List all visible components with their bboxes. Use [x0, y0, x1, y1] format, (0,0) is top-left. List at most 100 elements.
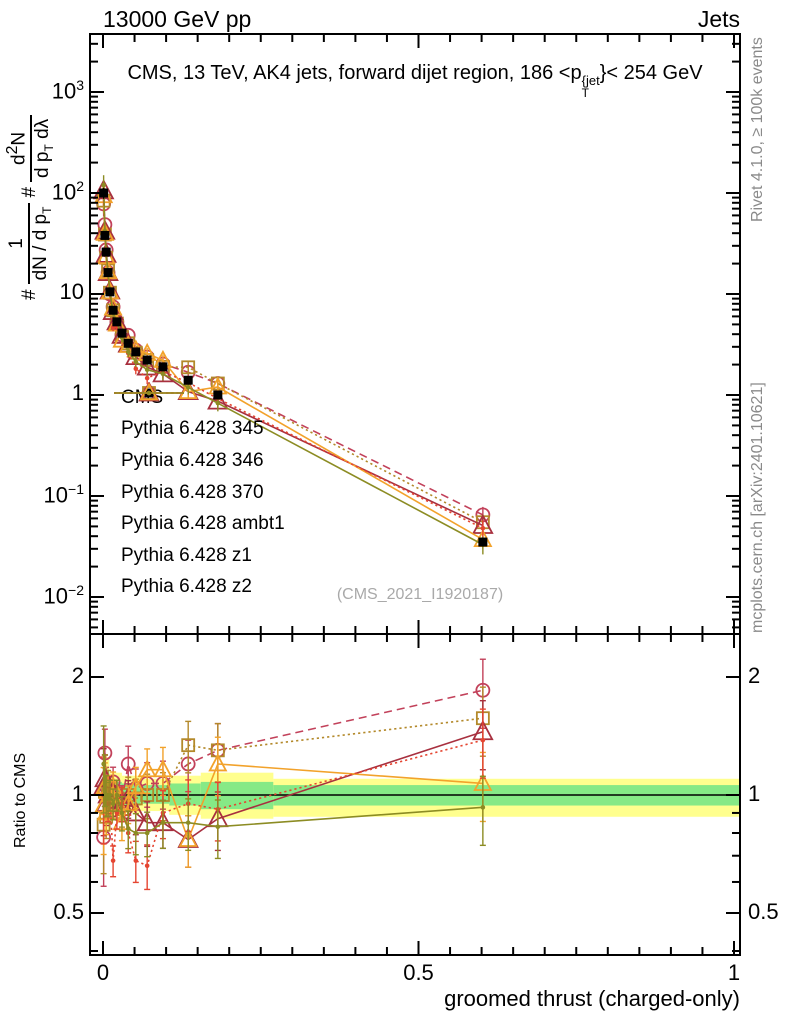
marker-dot — [101, 182, 106, 188]
legend-item-series-2: Pythia 6.428 346 — [112, 386, 285, 477]
marker-open-square — [181, 360, 196, 375]
marker-dot — [146, 390, 152, 396]
marker-open-triangle — [178, 381, 198, 400]
marker-dot — [160, 820, 166, 825]
marker-dot — [114, 792, 120, 798]
x-tick-label: 0 — [96, 960, 110, 985]
legend-label: Pythia 6.428 ambt1 — [121, 513, 285, 535]
marker-dot — [125, 826, 131, 832]
ratio-y-tick-label-left: 2 — [71, 662, 84, 688]
marker-dot — [144, 830, 150, 836]
marker-filled-square — [123, 338, 133, 348]
main-y-tick-label: 102 — [51, 178, 84, 205]
marker-dot — [119, 810, 125, 816]
marker-dot — [133, 359, 139, 364]
marker-dot — [133, 830, 139, 836]
marker-dot — [110, 858, 116, 863]
fraction-one-over-dndpt: 1 dN / d pT — [6, 202, 54, 285]
legend-item-series-5: Pythia 6.428 z1 — [112, 390, 285, 572]
marker-dot — [215, 400, 221, 406]
marker-dot — [480, 737, 486, 743]
marker-open-triangle — [118, 793, 138, 812]
analysis-group-label: Jets — [697, 6, 740, 32]
plot-title-superscript: {jet — [581, 72, 600, 88]
marker-dot — [144, 367, 150, 373]
marker-dot — [125, 349, 131, 355]
marker-filled-square — [131, 347, 141, 357]
x-tick-label: 0.5 — [403, 960, 434, 985]
marker-filled-square — [142, 355, 152, 365]
legend-label: Pythia 6.428 345 — [121, 418, 264, 440]
marker-filled-square — [112, 317, 122, 327]
ratio-y-tick-label-right: 0.5 — [748, 899, 779, 924]
plot-title: CMS, 13 TeV, AK4 jets, forward dijet reg… — [90, 62, 740, 99]
ratio-y-tick-label-right: 1 — [748, 781, 761, 806]
marker-open-square — [181, 738, 196, 753]
main-y-axis-label: # 1 dN / d pT # d2N d pT dλ — [4, 114, 57, 300]
marker-dot — [215, 824, 221, 830]
marker-filled-square — [103, 268, 113, 278]
legend-label: Pythia 6.428 346 — [121, 449, 264, 471]
rivet-version-label: Rivet 4.1.0, ≥ 100k events — [749, 37, 766, 222]
marker-dot — [185, 820, 191, 825]
plot-title-subscript: T — [581, 85, 589, 100]
plot-title-text-end: }< 254 GeV — [599, 62, 703, 84]
marker-dot — [480, 525, 486, 531]
marker-open-circle — [120, 756, 136, 772]
marker-filled-square — [100, 230, 110, 240]
marker-filled-square — [105, 287, 115, 297]
legend-item-series-4: Pythia 6.428 ambt1 — [112, 382, 285, 540]
marker-dot — [107, 792, 113, 798]
marker-dot — [114, 810, 120, 816]
marker-filled-square — [108, 305, 118, 315]
marker-open-triangle — [137, 759, 157, 778]
series-line — [102, 192, 484, 529]
marker-filled-square — [101, 247, 111, 257]
marker-dot — [133, 858, 139, 863]
fraction-d2n-dptdlambda: d2N d pT dλ — [4, 114, 57, 182]
marker-dot — [133, 366, 139, 372]
legend: CMS Pythia 6.428 345 Pythia 6.428 346 Pythi… — [112, 382, 285, 603]
plot-title-text: CMS, 13 TeV, AK4 jets, forward dijet reg… — [127, 62, 582, 84]
legend-label: Pythia 6.428 z1 — [121, 544, 252, 566]
main-y-tick-label: 10−2 — [43, 582, 84, 609]
marker-dot — [103, 792, 109, 798]
ratio-y-tick-label-left: 1 — [71, 781, 84, 806]
beam-energy-label: 13000 GeV pp — [103, 6, 252, 32]
marker-filled-square — [158, 362, 168, 372]
legend-sample — [114, 390, 184, 396]
mcplots-arxiv-label: mcplots.cern.ch [arXiv:2401.10621] — [749, 382, 766, 633]
marker-dot — [480, 805, 486, 810]
series-line — [102, 739, 484, 867]
marker-open-triangle — [96, 802, 116, 821]
marker-open-triangle — [153, 759, 173, 778]
legend-label: Pythia 6.428 370 — [121, 481, 264, 503]
legend-item-series-3: Pythia 6.428 370 — [112, 382, 285, 509]
analysis-id-watermark: (CMS_2021_I1920187) — [336, 586, 504, 603]
legend-item-series-6: Pythia 6.428 z2 — [112, 390, 285, 604]
ratio-series-6 — [100, 725, 486, 860]
marker-open-triangle — [126, 776, 146, 795]
marker-open-triangle — [139, 382, 159, 401]
legend-item-series-1: Pythia 6.428 345 — [112, 385, 285, 446]
marker-dot — [144, 863, 150, 869]
x-tick-label: 1 — [727, 960, 741, 985]
marker-filled-square — [478, 537, 488, 547]
marker-filled-square — [117, 328, 127, 338]
marker-filled-square — [213, 390, 223, 400]
ratio-y-tick-label-left: 0.5 — [53, 899, 84, 924]
marker-dot — [185, 385, 191, 390]
main-y-tick-label: 1 — [71, 380, 84, 405]
main-y-tick-label: 103 — [51, 77, 84, 104]
ratio-y-tick-label-right: 2 — [748, 662, 761, 688]
main-y-tick-label: 10−1 — [43, 481, 84, 508]
marker-dot — [144, 375, 150, 381]
main-y-tick-label: 10 — [59, 279, 84, 304]
marker-filled-square — [183, 375, 193, 385]
x-axis-label: groomed thrust (charged-only) — [444, 986, 740, 1011]
legend-label: Pythia 6.428 z2 — [121, 576, 252, 598]
marker-dot — [105, 796, 111, 801]
marker-dot — [160, 371, 166, 377]
